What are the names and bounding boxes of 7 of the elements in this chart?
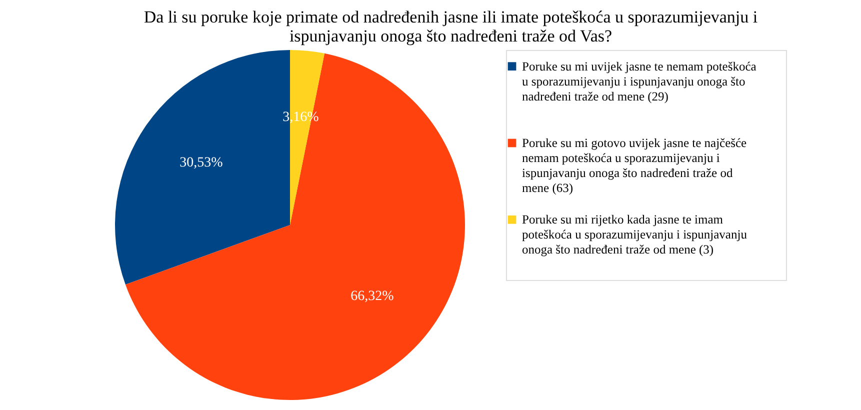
data-label: 66,32% bbox=[350, 288, 394, 304]
legend-label: Poruke su mi uvijek jasne te nemam poteškoća u sporazumijevanju i ispunjavanju onoga što nadređeni traže od mene (29) bbox=[522, 59, 757, 104]
data-label: 30,53% bbox=[180, 156, 224, 171]
legend-label: Poruke su mi gotovo uvijek jasne te najčešće nemam poteškoća u sporazumijevanju i ispunjavanju onoga što nadređeni traže od mene (63) bbox=[522, 136, 748, 195]
chart-title: Da li su poruke koje primate od nadređenih jasne ili imate poteškoća u sporazumijevanju i ispunjavanju onoga što nadređeni traže od Vas? bbox=[144, 8, 758, 46]
pie-slice bbox=[125, 53, 465, 400]
legend-label: Poruke su mi rijetko kada jasne te imam poteškoća u sporazumijevanju i ispunjavanju onoga što nadređeni traže od mene (3) bbox=[522, 212, 748, 257]
